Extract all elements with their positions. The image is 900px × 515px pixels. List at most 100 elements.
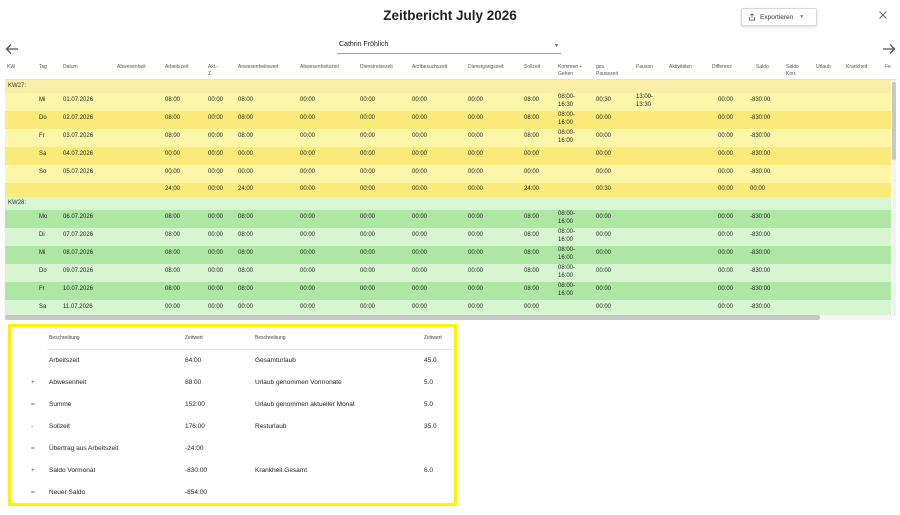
table-cell: 00:00: [208, 169, 224, 175]
table-row[interactable]: Do 09.07.2026 08:00 00:00 08:00 00:00 00:00 00:…: [5, 264, 891, 282]
table-cell: -830:00: [750, 232, 771, 238]
table-cell: 00:00: [468, 115, 484, 121]
table-cell: 00:00: [718, 214, 734, 220]
table-cell: 16:00: [558, 120, 574, 126]
summary-header-zeitwert: Zeitwert: [185, 335, 203, 341]
summary-label: Abwesenheit: [49, 379, 87, 386]
table-cell: 08:00: [238, 268, 254, 274]
column-header: Abwesenheitszeit: [300, 64, 339, 70]
table-cell: 00:00: [300, 97, 316, 103]
table-cell: 00:00: [468, 214, 484, 220]
horizontal-scrollbar[interactable]: [5, 315, 892, 320]
vertical-scroll-thumb[interactable]: [892, 82, 896, 160]
table-cell: 08:00: [238, 133, 254, 139]
table-row[interactable]: Mi 08.07.2026 08:00 00:00 08:00 00:00 00:00 00:…: [5, 246, 891, 264]
table-cell: 09.07.2026: [63, 268, 94, 274]
table-cell: 01.07.2026: [63, 97, 94, 103]
table-cell: 00:00: [718, 186, 734, 192]
table-cell: 00:00: [360, 268, 376, 274]
table-cell: 00:00: [208, 115, 224, 121]
table-cell: 00:00: [238, 304, 254, 310]
table-cell: 00:00: [596, 286, 612, 292]
summary-label: Summe: [49, 401, 72, 408]
table-row[interactable]: Di 07.07.2026 08:00 00:00 08:00 00:00 00:00 00:…: [5, 228, 891, 246]
column-header: Arztbesuchszeit: [412, 64, 448, 70]
column-header: Krankheit: [846, 64, 868, 70]
summary-operator: +: [31, 379, 35, 386]
table-cell: 08:00-: [558, 130, 576, 136]
table-cell: Do: [39, 268, 47, 274]
table-cell: 00:00: [468, 232, 484, 238]
table-cell: Di: [39, 232, 45, 238]
table-cell: 00:00: [412, 286, 428, 292]
table-row[interactable]: Mi 01.07.2026 08:00 00:00 08:00 00:00 00:00 00:…: [5, 93, 891, 111]
vertical-scrollbar[interactable]: [892, 80, 896, 316]
table-row[interactable]: Sa 11.07.2026 00:00 00:00 00:00 00:00 00:00 00:…: [5, 300, 891, 316]
table-cell: 00:00: [360, 304, 376, 310]
table-cell: 00:00: [238, 151, 254, 157]
column-header: Sollzeit: [524, 64, 541, 70]
person-select[interactable]: Cathrin Fröhlich ▼: [337, 40, 561, 54]
table-cell: 00:00: [596, 304, 612, 310]
table-cell: 16:00: [558, 291, 574, 297]
table-cell: 00:00: [300, 250, 316, 256]
close-icon[interactable]: [878, 10, 888, 20]
table-cell: 16:00: [558, 237, 574, 243]
table-cell: 00:00: [208, 268, 224, 274]
table-cell: 24:00: [165, 186, 181, 192]
table-cell: Sa: [39, 304, 47, 310]
chevron-down-icon: ▼: [799, 14, 805, 20]
arrow-right-icon[interactable]: [882, 43, 896, 55]
summary-operator: =: [31, 489, 35, 496]
table-cell: 16:00: [558, 273, 574, 279]
column-header: Fe: [885, 64, 891, 70]
summary-value: 152:00: [185, 401, 205, 408]
table-row[interactable]: Mo 06.07.2026 08:00 00:00 08:00 00:00 00:00 00:…: [5, 210, 891, 228]
table-cell: 08:00: [238, 97, 254, 103]
table-row[interactable]: So 05.07.2026 00:00 00:00 00:00 00:00 00:00 00:…: [5, 165, 891, 183]
table-cell: 00:00: [300, 268, 316, 274]
chevron-down-icon: ▼: [554, 43, 559, 49]
table-cell: 00:00: [718, 115, 734, 121]
table-cell: 00:00: [208, 97, 224, 103]
table-row[interactable]: Fr 10.07.2026 08:00 00:00 08:00 00:00 00:00 00:…: [5, 282, 891, 300]
arrow-left-icon[interactable]: [5, 43, 19, 55]
table-cell: 00:30: [596, 186, 612, 192]
table-cell: 00:00: [208, 133, 224, 139]
table-cell: Fr: [39, 286, 45, 292]
table-cell: 00:00: [718, 151, 734, 157]
table-cell: 08:00: [165, 214, 181, 220]
summary-label: Krankheit Gesamt: [255, 467, 308, 474]
table-row[interactable]: Do 02.07.2026 08:00 00:00 08:00 00:00 00:00 00:…: [5, 111, 891, 129]
table-cell: 00:00: [208, 286, 224, 292]
table-cell: 08:00: [238, 214, 254, 220]
table-cell: 08:00-: [558, 211, 576, 217]
horizontal-scroll-thumb[interactable]: [5, 315, 820, 320]
summary-operator: +: [31, 467, 35, 474]
export-button[interactable]: Exportieren ▼: [741, 8, 817, 26]
table-row[interactable]: Fr 03.07.2026 08:00 00:00 08:00 00:00 00:00 00:…: [5, 129, 891, 147]
summary-label: Sollzeit: [49, 423, 70, 430]
column-header: ges. Pausezeit: [596, 64, 618, 77]
column-header: Datum: [63, 64, 78, 70]
table-cell: 08:00: [524, 97, 540, 103]
table-cell: 00:00: [300, 304, 316, 310]
table-cell: 00:00: [596, 250, 612, 256]
table-cell: 00:00: [360, 115, 376, 121]
table-cell: 11.07.2026: [63, 304, 93, 310]
table-cell: 00:00: [468, 268, 484, 274]
table-cell: 04.07.2026: [63, 151, 94, 157]
person-select-value: Cathrin Fröhlich: [339, 41, 389, 48]
table-cell: -830:00: [750, 268, 771, 274]
table-cell: Fr: [39, 133, 45, 139]
table-cell: 00:00: [718, 133, 734, 139]
table-cell: 08:00-: [558, 283, 576, 289]
column-header: Saldo Korr.: [786, 64, 799, 77]
table-cell: 00:00: [208, 232, 224, 238]
table-cell: 00:00: [596, 214, 612, 220]
summary-operator: -: [31, 423, 34, 430]
table-row[interactable]: Sa 04.07.2026 00:00 00:00 00:00 00:00 00:00 00:…: [5, 147, 891, 165]
table-cell: 00:00: [596, 232, 612, 238]
table-cell: 00:00: [300, 186, 316, 192]
table-cell: 00:00: [165, 304, 181, 310]
